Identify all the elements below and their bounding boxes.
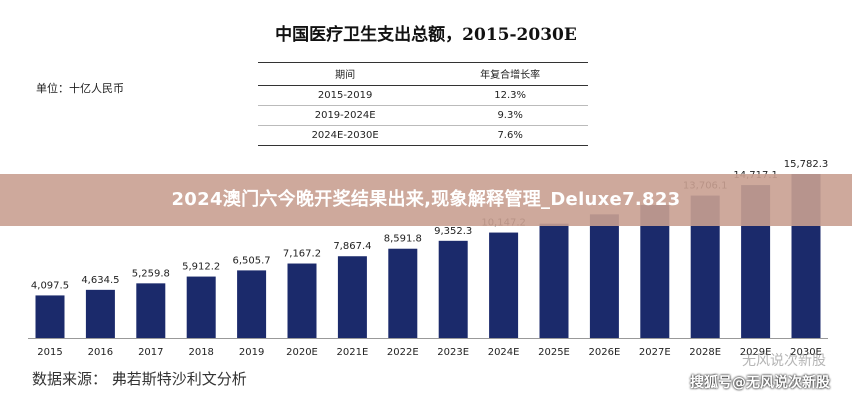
x-tick-label: 2025E [538, 347, 570, 358]
bar-2016 [85, 289, 115, 338]
watermark: 搜狐号@无风说次新股 [690, 375, 830, 391]
cagr-header-period: 期间 [258, 62, 433, 86]
cagr-period: 2019-2024E [258, 105, 433, 126]
cagr-header-rate: 年复合增长率 [432, 62, 588, 86]
bar-2019 [237, 270, 267, 338]
cagr-period: 2015-2019 [258, 85, 433, 106]
x-tick-label: 2018 [188, 347, 213, 358]
bar-2027E [640, 204, 670, 338]
x-tick-label: 2022E [387, 347, 419, 358]
x-tick-label: 2015 [37, 347, 62, 358]
x-tick-label: 2017 [138, 347, 163, 358]
bar-2025E [539, 223, 569, 338]
cagr-header-row: 期间 年复合增长率 [258, 62, 588, 86]
bar-2021E [337, 256, 367, 338]
cagr-rate: 7.6% [432, 125, 588, 146]
chart-title: 中国医疗卫生支出总额，2015-2030E [275, 25, 577, 45]
watermark-faint: 无风说次新股 [742, 353, 826, 369]
data-label: 8,591.8 [384, 234, 422, 245]
bar-2015 [35, 295, 65, 338]
data-label: 7,867.4 [333, 241, 371, 252]
data-label: 4,634.5 [81, 275, 119, 286]
bar-2024E [489, 232, 519, 338]
unit-label: 单位：十亿人民币 [36, 82, 124, 95]
x-tick-label: 2029E [740, 347, 772, 358]
x-tick-label: 2027E [639, 347, 671, 358]
cagr-period: 2024E-2030E [258, 125, 433, 146]
data-label: 5,912.2 [182, 262, 220, 273]
banner-text: 2024澳门六今晚开奖结果出来,现象解释管理_Deluxe7.823 [171, 189, 681, 210]
overlay-banner: 2024澳门六今晚开奖结果出来,现象解释管理_Deluxe7.823 [0, 174, 852, 226]
x-tick-label: 2024E [488, 347, 520, 358]
x-tick-label: 2030E [790, 347, 822, 358]
cagr-rate: 12.3% [432, 85, 588, 106]
data-label: 5,259.8 [132, 268, 170, 279]
cagr-table: 期间 年复合增长率 2015-2019 12.3% 2019-2024E 9.3… [258, 62, 588, 146]
x-tick-label: 2019 [239, 347, 264, 358]
cagr-row: 2024E-2030E 7.6% [258, 125, 588, 146]
x-tick-label: 2016 [88, 347, 113, 358]
x-tick-label: 2021E [337, 347, 369, 358]
cagr-rate: 9.3% [432, 105, 588, 126]
cagr-row: 2015-2019 12.3% [258, 85, 588, 106]
bar-2020E [287, 263, 317, 338]
data-label: 9,352.3 [434, 226, 472, 237]
data-label: 7,167.2 [283, 249, 321, 260]
data-label: 15,782.3 [784, 159, 829, 170]
bar-2022E [388, 248, 418, 338]
x-tick-label: 2028E [689, 347, 721, 358]
x-tick-label: 2026E [589, 347, 621, 358]
data-label: 6,505.7 [233, 255, 271, 266]
bar-2026E [589, 214, 619, 338]
cagr-row: 2019-2024E 9.3% [258, 105, 588, 126]
x-tick-label: 2020E [286, 347, 318, 358]
data-label: 4,097.5 [31, 280, 69, 291]
bar-2017 [136, 283, 166, 338]
x-tick-label: 2023E [437, 347, 469, 358]
bar-2018 [186, 276, 216, 338]
source-note: 数据来源： 弗若斯特沙利文分析 [32, 370, 247, 388]
bar-2023E [438, 240, 468, 338]
